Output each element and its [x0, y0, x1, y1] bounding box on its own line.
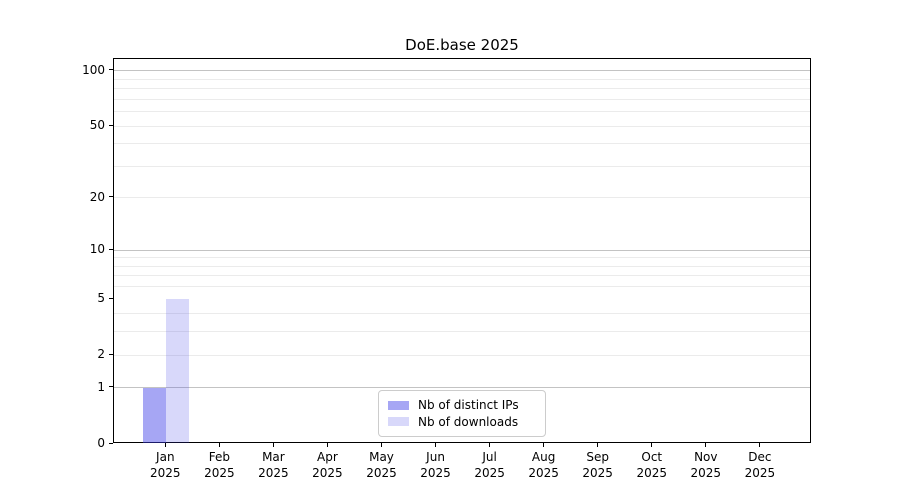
x-tick-label-apr: Apr 2025: [295, 450, 359, 481]
x-tick-year: 2025: [582, 465, 613, 480]
x-tick-label-may: May 2025: [350, 450, 414, 481]
y-tick-label: 2: [97, 347, 105, 362]
minor-gridline: [114, 331, 810, 333]
x-tick-mark: [759, 443, 761, 447]
minor-gridline: [114, 313, 810, 315]
legend-label: Nb of distinct IPs: [418, 398, 519, 413]
x-tick-year: 2025: [420, 465, 451, 480]
minor-gridline: [114, 98, 810, 100]
x-tick-mark: [597, 443, 599, 447]
y-tick-mark: [108, 386, 113, 388]
major-gridline: [114, 70, 810, 72]
x-tick-month: Jul: [482, 450, 497, 464]
x-tick-month: Apr: [317, 450, 338, 464]
x-tick-label-aug: Aug 2025: [512, 450, 576, 481]
minor-gridline: [114, 125, 810, 127]
x-tick-month: Sep: [586, 450, 609, 464]
y-tick-label: 1: [97, 379, 105, 394]
x-tick-mark: [218, 443, 220, 447]
x-tick-label-jul: Jul 2025: [458, 450, 522, 481]
y-tick-label: 0: [97, 436, 105, 450]
x-tick-year: 2025: [744, 465, 776, 480]
y-tick-label: 50: [89, 118, 105, 133]
x-tick-year: 2025: [690, 465, 722, 480]
x-tick-month: Oct: [641, 450, 663, 464]
y-tick-mark: [108, 353, 113, 355]
x-tick-label-nov: Nov 2025: [674, 450, 738, 481]
x-tick-mark: [272, 443, 274, 447]
y-tick-mark: [108, 442, 113, 444]
y-tick-mark: [108, 69, 113, 71]
y-tick-mark: [108, 248, 113, 250]
minor-gridline: [114, 143, 810, 145]
legend-row: Nb of downloads: [388, 415, 536, 429]
minor-gridline: [114, 111, 810, 113]
x-tick-month: Jan: [156, 450, 175, 464]
x-tick-mark: [164, 443, 166, 447]
legend-row: Nb of distinct IPs: [388, 398, 536, 412]
y-tick-label: 100: [82, 62, 105, 77]
y-tick-label: 10: [89, 242, 105, 257]
y-tick-mark: [108, 124, 113, 126]
legend-swatch: [388, 400, 409, 410]
x-tick-year: 2025: [366, 465, 397, 480]
minor-gridline: [114, 78, 810, 80]
x-tick-year: 2025: [150, 465, 181, 480]
legend-label: Nb of downloads: [418, 414, 519, 429]
major-gridline: [114, 387, 810, 389]
x-tick-year: 2025: [528, 465, 559, 480]
x-tick-label-dec: Dec 2025: [728, 450, 792, 481]
x-tick-label-jun: Jun 2025: [404, 450, 468, 481]
minor-gridline: [114, 265, 810, 267]
bar-nb-of-downloads-jan: [166, 299, 190, 443]
x-tick-mark: [326, 443, 328, 447]
minor-gridline: [114, 257, 810, 259]
legend: Nb of distinct IPs Nb of downloads: [378, 390, 546, 437]
x-tick-mark: [651, 443, 653, 447]
legend-swatch: [388, 417, 409, 427]
x-tick-month: May: [369, 450, 394, 464]
x-tick-year: 2025: [258, 465, 289, 480]
plot-area: [113, 58, 811, 443]
bar-nb-of-distinct-ips-jan: [143, 387, 167, 443]
x-tick-mark: [705, 443, 707, 447]
x-tick-label-feb: Feb 2025: [187, 450, 251, 481]
x-tick-year: 2025: [312, 465, 343, 480]
x-tick-label-mar: Mar 2025: [241, 450, 305, 481]
x-tick-year: 2025: [474, 465, 505, 480]
x-tick-year: 2025: [636, 465, 668, 480]
x-tick-month: Mar: [262, 450, 285, 464]
x-tick-label-oct: Oct 2025: [620, 450, 684, 481]
x-tick-mark: [543, 443, 545, 447]
x-tick-mark: [489, 443, 491, 447]
minor-gridline: [114, 354, 810, 356]
y-tick-label: 5: [97, 291, 105, 306]
y-tick-mark: [108, 297, 113, 299]
chart-title: DoE.base 2025: [405, 36, 519, 54]
x-tick-mark: [381, 443, 382, 447]
y-tick-label: 20: [89, 189, 105, 204]
x-tick-month: Feb: [208, 450, 230, 464]
x-tick-month: Dec: [748, 450, 772, 464]
minor-gridline: [114, 197, 810, 199]
minor-gridline: [114, 88, 810, 90]
minor-gridline: [114, 165, 810, 167]
x-tick-label-jan: Jan 2025: [133, 450, 197, 481]
x-tick-year: 2025: [204, 465, 235, 480]
minor-gridline: [114, 286, 810, 288]
x-tick-label-sep: Sep 2025: [566, 450, 630, 481]
y-tick-mark: [108, 196, 113, 198]
x-tick-month: Nov: [694, 450, 718, 464]
minor-gridline: [114, 275, 810, 277]
x-tick-month: Jun: [426, 450, 445, 464]
x-tick-month: Aug: [531, 450, 556, 464]
x-tick-mark: [435, 443, 437, 447]
major-gridline: [114, 249, 810, 251]
